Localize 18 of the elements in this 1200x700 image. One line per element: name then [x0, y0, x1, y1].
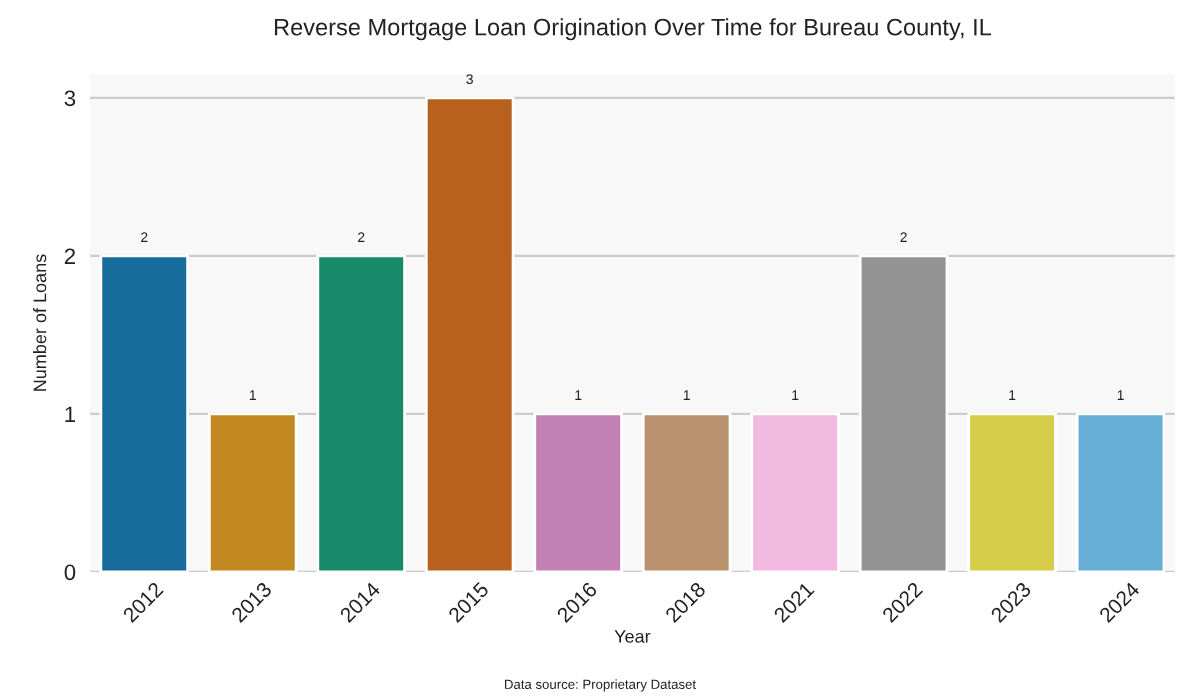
data-label: 2 — [900, 232, 907, 242]
data-label: 2 — [358, 232, 365, 242]
data-label: 1 — [1117, 390, 1124, 400]
data-label: 3 — [466, 74, 473, 85]
x-axis-title: Year — [614, 630, 651, 643]
y-tick-label: 2 — [64, 248, 75, 264]
data-label: 1 — [792, 390, 799, 400]
data-label: 1 — [683, 390, 690, 400]
chart-title: Reverse Mortgage Loan Origination Over Time for Bureau County, IL — [274, 18, 992, 41]
y-axis-title: Number of Loans — [33, 254, 47, 391]
data-label: 1 — [575, 390, 582, 400]
data-label: 1 — [249, 390, 256, 400]
y-tick-label: 3 — [64, 90, 76, 107]
source-note: Data source: Proprietary Dataset — [505, 679, 696, 692]
data-label: 1 — [1009, 390, 1016, 400]
y-tick-label: 0 — [64, 564, 76, 581]
y-tick-label: 1 — [65, 406, 76, 422]
data-label: 2 — [141, 232, 148, 242]
